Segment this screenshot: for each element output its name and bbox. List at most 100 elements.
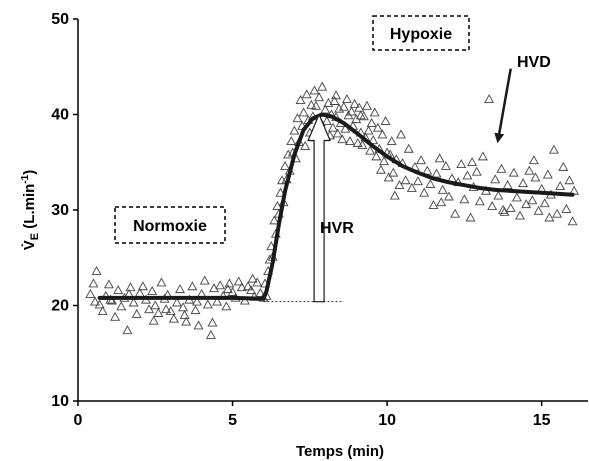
hypoxie-box [372, 15, 470, 51]
data-point [389, 190, 400, 200]
y-tick-label: 10 [51, 393, 69, 410]
data-point [400, 175, 411, 185]
y-tick-label: 20 [51, 298, 69, 315]
data-point [515, 210, 525, 220]
data-point [222, 284, 233, 294]
data-point [85, 288, 96, 298]
data-point [345, 136, 355, 146]
hvr-arrow-group [307, 112, 331, 303]
data-point [508, 167, 519, 177]
data-point [355, 110, 366, 120]
data-point [474, 196, 485, 206]
data-point [199, 275, 210, 285]
data-point [122, 325, 133, 335]
data-point [309, 85, 320, 95]
data-point [555, 180, 566, 190]
data-point [549, 144, 559, 154]
data-point [212, 296, 223, 306]
data-point [328, 122, 338, 132]
data-point [416, 155, 427, 165]
data-point [192, 296, 202, 306]
data-point [567, 216, 578, 226]
data-point [311, 100, 321, 110]
data-point [280, 160, 291, 170]
data-point [137, 281, 148, 291]
data-point [187, 281, 198, 291]
data-point [255, 287, 266, 297]
data-point [236, 282, 247, 292]
fit-line [97, 112, 575, 301]
data-point [419, 187, 430, 197]
data-point [462, 170, 473, 180]
data-point [97, 306, 108, 316]
y-axis-title-close: ) [21, 170, 38, 175]
data-point [91, 265, 102, 275]
data-point [246, 285, 257, 295]
data-point [300, 140, 311, 150]
data-point [459, 194, 470, 204]
data-point [338, 101, 349, 111]
x-axis-label: Temps (min) [296, 443, 384, 460]
data-point [329, 96, 340, 105]
data-point [190, 305, 201, 315]
y-axis-title-main: V̇ [21, 240, 38, 250]
data-point [477, 151, 488, 161]
data-point [363, 125, 374, 135]
data-point [471, 166, 482, 176]
y-axis-label: V̇E (L.min-1) [20, 170, 41, 250]
data-point [394, 180, 405, 189]
data-point [440, 160, 451, 170]
data-point [544, 212, 555, 222]
hvd-arrow [494, 68, 512, 144]
normoxie-box [114, 206, 226, 244]
hvd-label: HVD [517, 54, 551, 71]
data-point [341, 94, 352, 104]
x-tick-label: 15 [533, 412, 551, 429]
data-point [161, 304, 172, 314]
data-point [467, 157, 478, 167]
y-axis-title-unit: (L.min [21, 184, 38, 233]
normoxie-label: Normoxie [133, 218, 207, 235]
data-point [317, 81, 328, 91]
data-point [561, 203, 572, 213]
data-point [94, 299, 105, 309]
data-point [443, 191, 454, 201]
y-axis-title: V̇E (L.min-1) [20, 170, 41, 250]
data-point [193, 320, 204, 330]
data-point [456, 159, 467, 168]
data-point [366, 117, 377, 127]
data-point [298, 107, 309, 117]
data-point [352, 138, 363, 147]
hypoxie-label: Hypoxie [390, 26, 452, 43]
data-point [314, 92, 325, 102]
data-point [224, 278, 235, 288]
data-point [354, 102, 365, 112]
hvr-arrow [307, 112, 331, 303]
data-point [542, 169, 553, 179]
data-point [331, 90, 342, 100]
y-tick-label: 50 [51, 11, 69, 28]
data-point [147, 286, 158, 295]
data-point [156, 277, 167, 287]
data-point [116, 301, 127, 311]
data-point [301, 89, 312, 99]
data-point [357, 139, 368, 149]
data-point [518, 178, 529, 188]
data-point [552, 208, 563, 218]
annotations-group: Hypoxie Normoxie HVR HVD [114, 15, 551, 244]
data-point [346, 106, 357, 116]
data-point [403, 143, 414, 153]
data-point [493, 190, 504, 200]
data-point [490, 174, 501, 184]
data-point [379, 156, 389, 166]
data-point [295, 95, 306, 104]
data-point [179, 309, 190, 319]
x-axis-title: Temps (min) [296, 443, 384, 460]
data-point [334, 103, 345, 113]
data-point [465, 212, 476, 222]
data-point [181, 316, 192, 326]
data-point [233, 276, 244, 286]
data-point [243, 281, 253, 291]
data-point [165, 306, 176, 316]
data-point [358, 111, 369, 121]
